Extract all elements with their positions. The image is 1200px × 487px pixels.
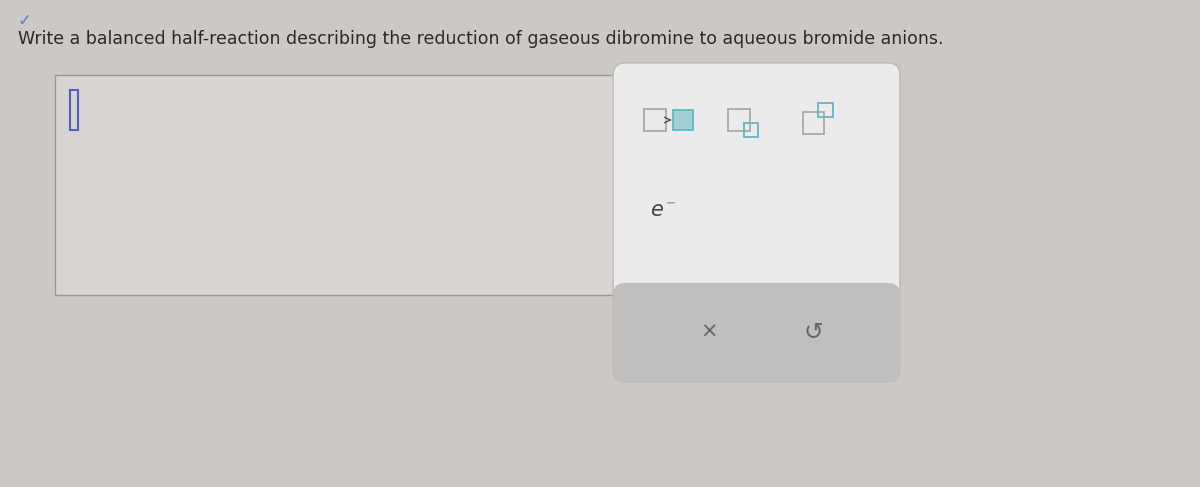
Bar <box>644 109 666 131</box>
FancyBboxPatch shape <box>613 63 900 382</box>
Text: ×: × <box>701 322 718 342</box>
Bar <box>673 110 692 130</box>
Bar <box>728 109 750 131</box>
FancyBboxPatch shape <box>613 283 900 382</box>
Text: −: − <box>666 196 677 209</box>
Text: Write a balanced half-reaction describing the reduction of gaseous dibromine to : Write a balanced half-reaction describin… <box>18 30 943 48</box>
Bar <box>744 123 758 137</box>
Text: e: e <box>650 200 662 220</box>
Text: ↺: ↺ <box>804 320 823 344</box>
Bar <box>71 90 78 130</box>
Bar <box>54 75 616 295</box>
Bar <box>803 112 824 134</box>
Bar <box>818 103 833 117</box>
Text: ✓: ✓ <box>18 12 31 30</box>
